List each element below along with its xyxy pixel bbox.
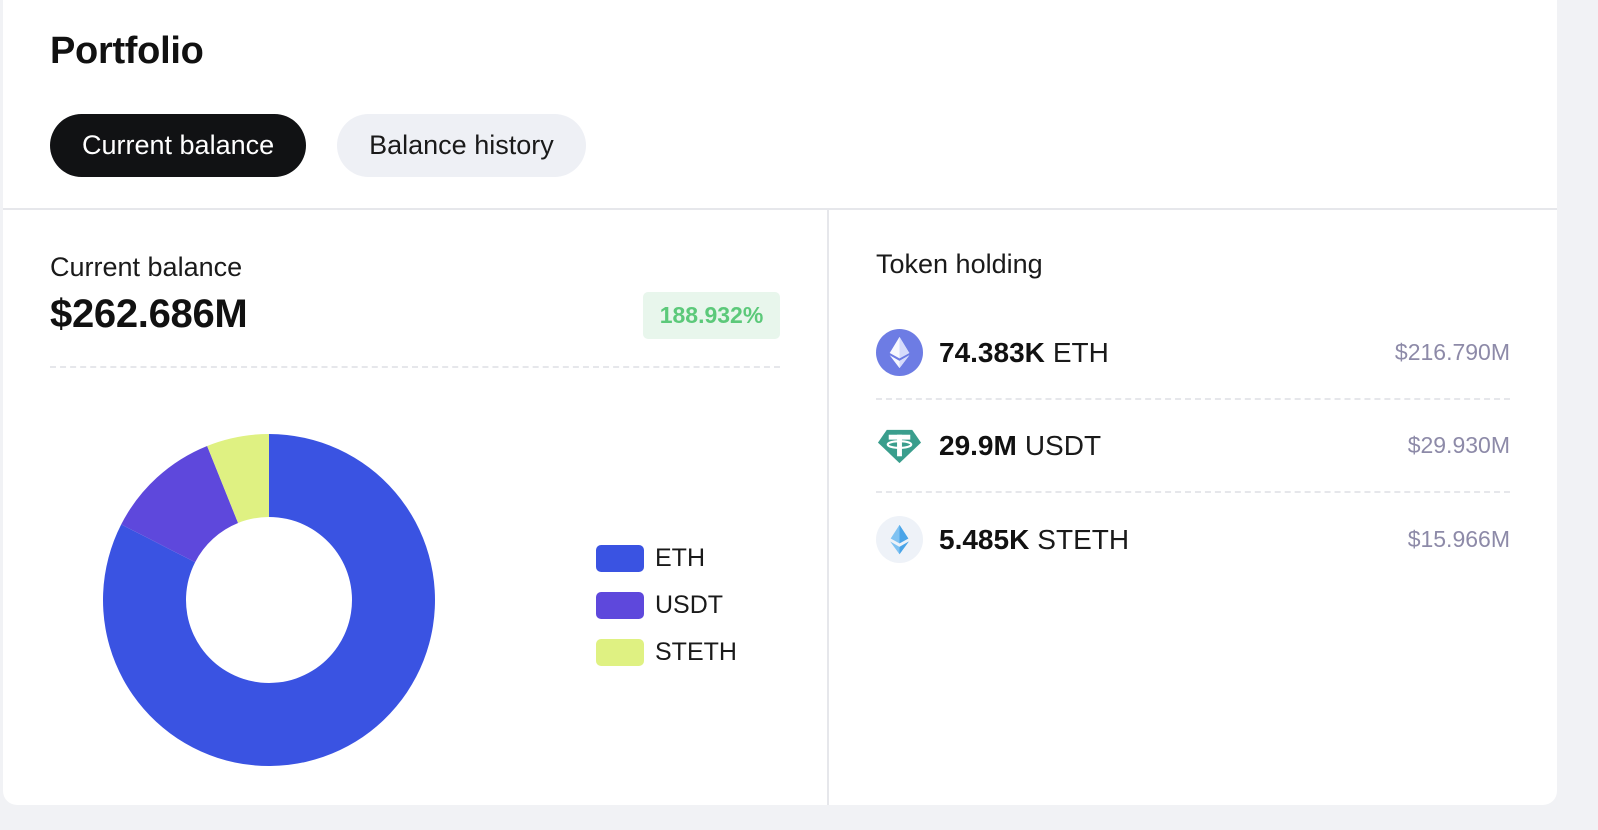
token-holding-list: 74.383K ETH $216.790M 29.9M USDT $29.930…: [876, 307, 1510, 586]
legend-item-eth[interactable]: ETH: [596, 535, 737, 582]
holding-symbol: STETH: [1037, 523, 1130, 555]
donut-slice-eth[interactable]: [103, 434, 436, 766]
legend-item-usdt[interactable]: USDT: [596, 582, 737, 629]
steth-icon: [876, 516, 923, 563]
holding-row-eth[interactable]: 74.383K ETH $216.790M: [876, 307, 1510, 400]
holding-row-usdt[interactable]: 29.9M USDT $29.930M: [876, 400, 1510, 493]
tab-balance-history[interactable]: Balance history: [337, 114, 586, 177]
legend-label: ETH: [655, 544, 705, 572]
change-badge: 188.932%: [643, 292, 780, 339]
tab-current-balance[interactable]: Current balance: [50, 114, 307, 177]
holding-amount: 29.9M: [939, 429, 1017, 461]
holding-amount: 5.485K: [939, 523, 1030, 555]
donut-slice-steth[interactable]: [207, 434, 269, 523]
balance-divider: [50, 366, 780, 368]
legend-swatch: [596, 639, 644, 666]
legend-label: STETH: [655, 638, 737, 666]
legend-swatch: [596, 592, 644, 619]
balance-value: $262.686M: [50, 292, 248, 336]
holding-symbol: USDT: [1024, 429, 1102, 461]
legend-label: USDT: [655, 591, 724, 619]
page-title: Portfolio: [50, 30, 204, 72]
legend-item-steth[interactable]: STETH: [596, 629, 737, 676]
allocation-donut-chart: [103, 434, 436, 766]
eth-icon: [876, 329, 923, 376]
holding-usd-value: $29.930M: [1407, 432, 1510, 458]
balance-label: Current balance: [50, 252, 243, 282]
token-holding-title: Token holding: [876, 249, 1043, 279]
section-divider: [3, 208, 1557, 210]
tab-bar: Current balance Balance history: [50, 114, 586, 177]
holding-usd-value: $15.966M: [1407, 526, 1510, 552]
donut-slice-usdt[interactable]: [121, 445, 239, 563]
chart-legend: ETH USDT STETH: [596, 535, 737, 676]
panel-divider: [827, 210, 829, 805]
holding-row-steth[interactable]: 5.485K STETH $15.966M: [876, 493, 1510, 586]
holding-amount: 74.383K: [939, 336, 1045, 368]
holding-usd-value: $216.790M: [1394, 339, 1510, 365]
holding-symbol: ETH: [1052, 336, 1109, 368]
legend-swatch: [596, 545, 644, 572]
portfolio-card: Portfolio Current balance Balance histor…: [3, 0, 1557, 805]
usdt-icon: [877, 429, 922, 464]
